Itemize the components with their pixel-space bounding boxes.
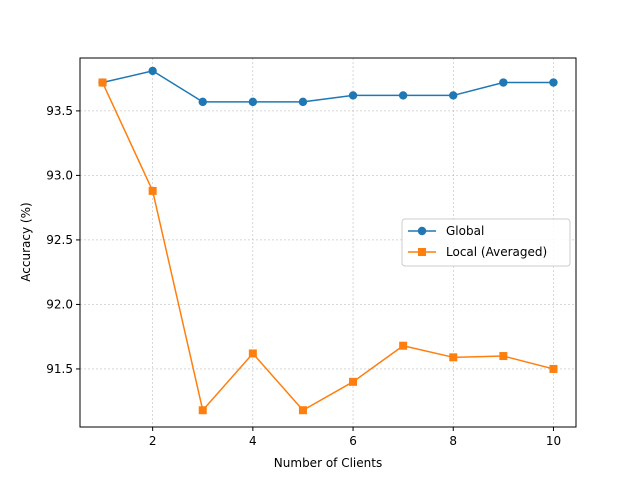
legend-entry: Local (Averaged): [446, 245, 547, 259]
data-point: [549, 78, 558, 87]
axes-frame: [79, 57, 577, 428]
legend-marker: [418, 248, 426, 256]
x-tick-label: 10: [546, 434, 561, 448]
data-point: [449, 353, 458, 362]
data-point: [298, 97, 308, 107]
x-tick-label: 8: [449, 434, 457, 448]
data-point: [398, 91, 408, 100]
data-point: [98, 78, 107, 87]
data-point: [349, 377, 358, 386]
y-axis-label: Accuracy (%): [19, 202, 33, 281]
y-tick-label: 92.0: [46, 297, 73, 311]
y-tick-label: 91.5: [46, 362, 73, 376]
legend-entry: Global: [446, 224, 484, 238]
data-point: [148, 66, 157, 76]
data-point: [298, 406, 307, 415]
data-point: [449, 91, 458, 100]
series-line-0: [102, 70, 554, 103]
x-tick-label: 4: [249, 434, 257, 448]
legend-box: [401, 218, 571, 267]
data-point: [198, 97, 207, 107]
data-point: [148, 186, 157, 195]
axis-ticks: 2 4 6 8 10 91.5 92.0 92.5 93.0 93.5: [46, 104, 561, 448]
series-line-1: [101, 82, 554, 411]
series-layer: [98, 66, 558, 415]
data-point: [248, 349, 257, 358]
data-point: [248, 97, 258, 107]
legend-marker: [417, 226, 427, 236]
y-tick-label: 92.5: [46, 233, 73, 247]
y-tick-label: 93.0: [46, 168, 73, 182]
legend: Global Local (Averaged): [401, 218, 571, 267]
data-point: [348, 91, 358, 100]
data-point: [549, 364, 558, 373]
x-axis-label: Number of Clients: [274, 456, 382, 470]
data-point: [499, 78, 508, 87]
data-point: [399, 341, 408, 350]
x-tick-label: 6: [349, 434, 357, 448]
x-tick-label: 2: [149, 434, 157, 448]
data-point: [499, 352, 508, 361]
data-point: [198, 406, 207, 415]
y-tick-label: 93.5: [46, 104, 73, 118]
